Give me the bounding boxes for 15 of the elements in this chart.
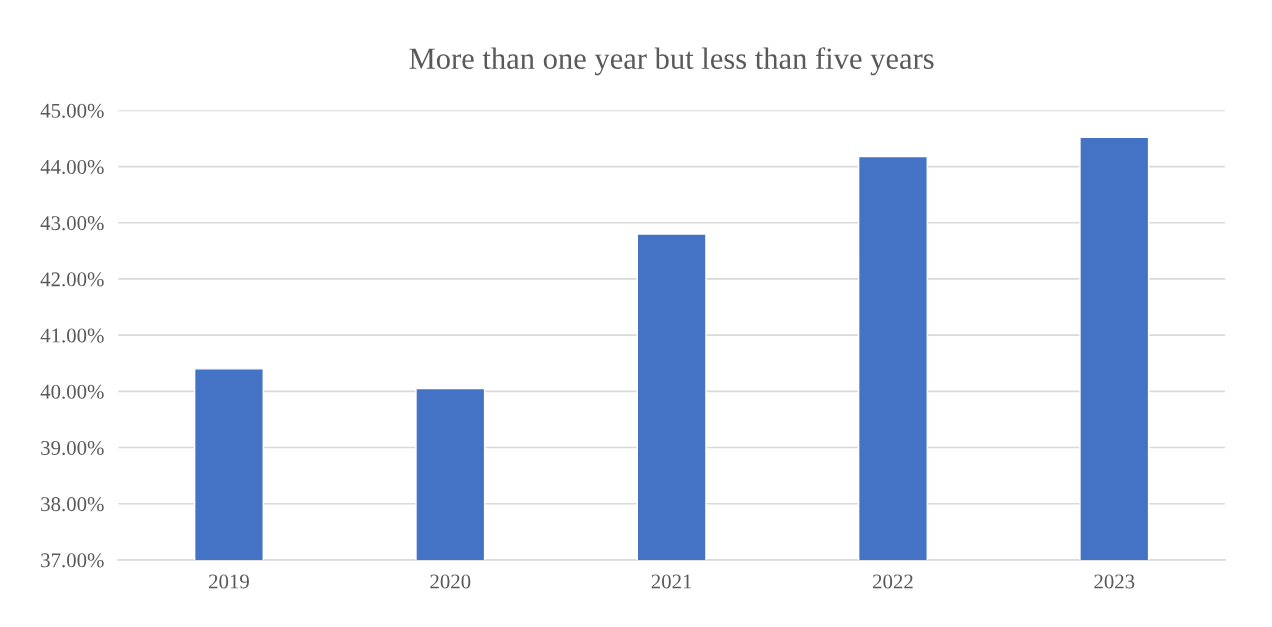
y-tick-label: 37.00% xyxy=(41,553,104,568)
chart-title: More than one year but less than five years xyxy=(409,47,934,76)
x-tick-label: 2023 xyxy=(1094,574,1135,589)
y-tick-label: 43.00% xyxy=(40,216,104,231)
x-tick-label: 2022 xyxy=(873,574,913,589)
x-tick-label: 2020 xyxy=(430,574,471,589)
y-tick-label: 44.00% xyxy=(40,159,104,175)
y-tick-label: 41.00% xyxy=(40,328,104,343)
x-tick-label: 2019 xyxy=(209,574,249,589)
y-tick-label: 45.00% xyxy=(40,103,104,118)
y-tick-label: 40.00% xyxy=(40,384,104,399)
y-tick-label: 38.00% xyxy=(41,497,104,512)
y-tick-label: 42.00% xyxy=(40,272,104,287)
y-tick-label: 39.00% xyxy=(41,440,104,456)
x-tick-label: 2021 xyxy=(651,574,692,589)
